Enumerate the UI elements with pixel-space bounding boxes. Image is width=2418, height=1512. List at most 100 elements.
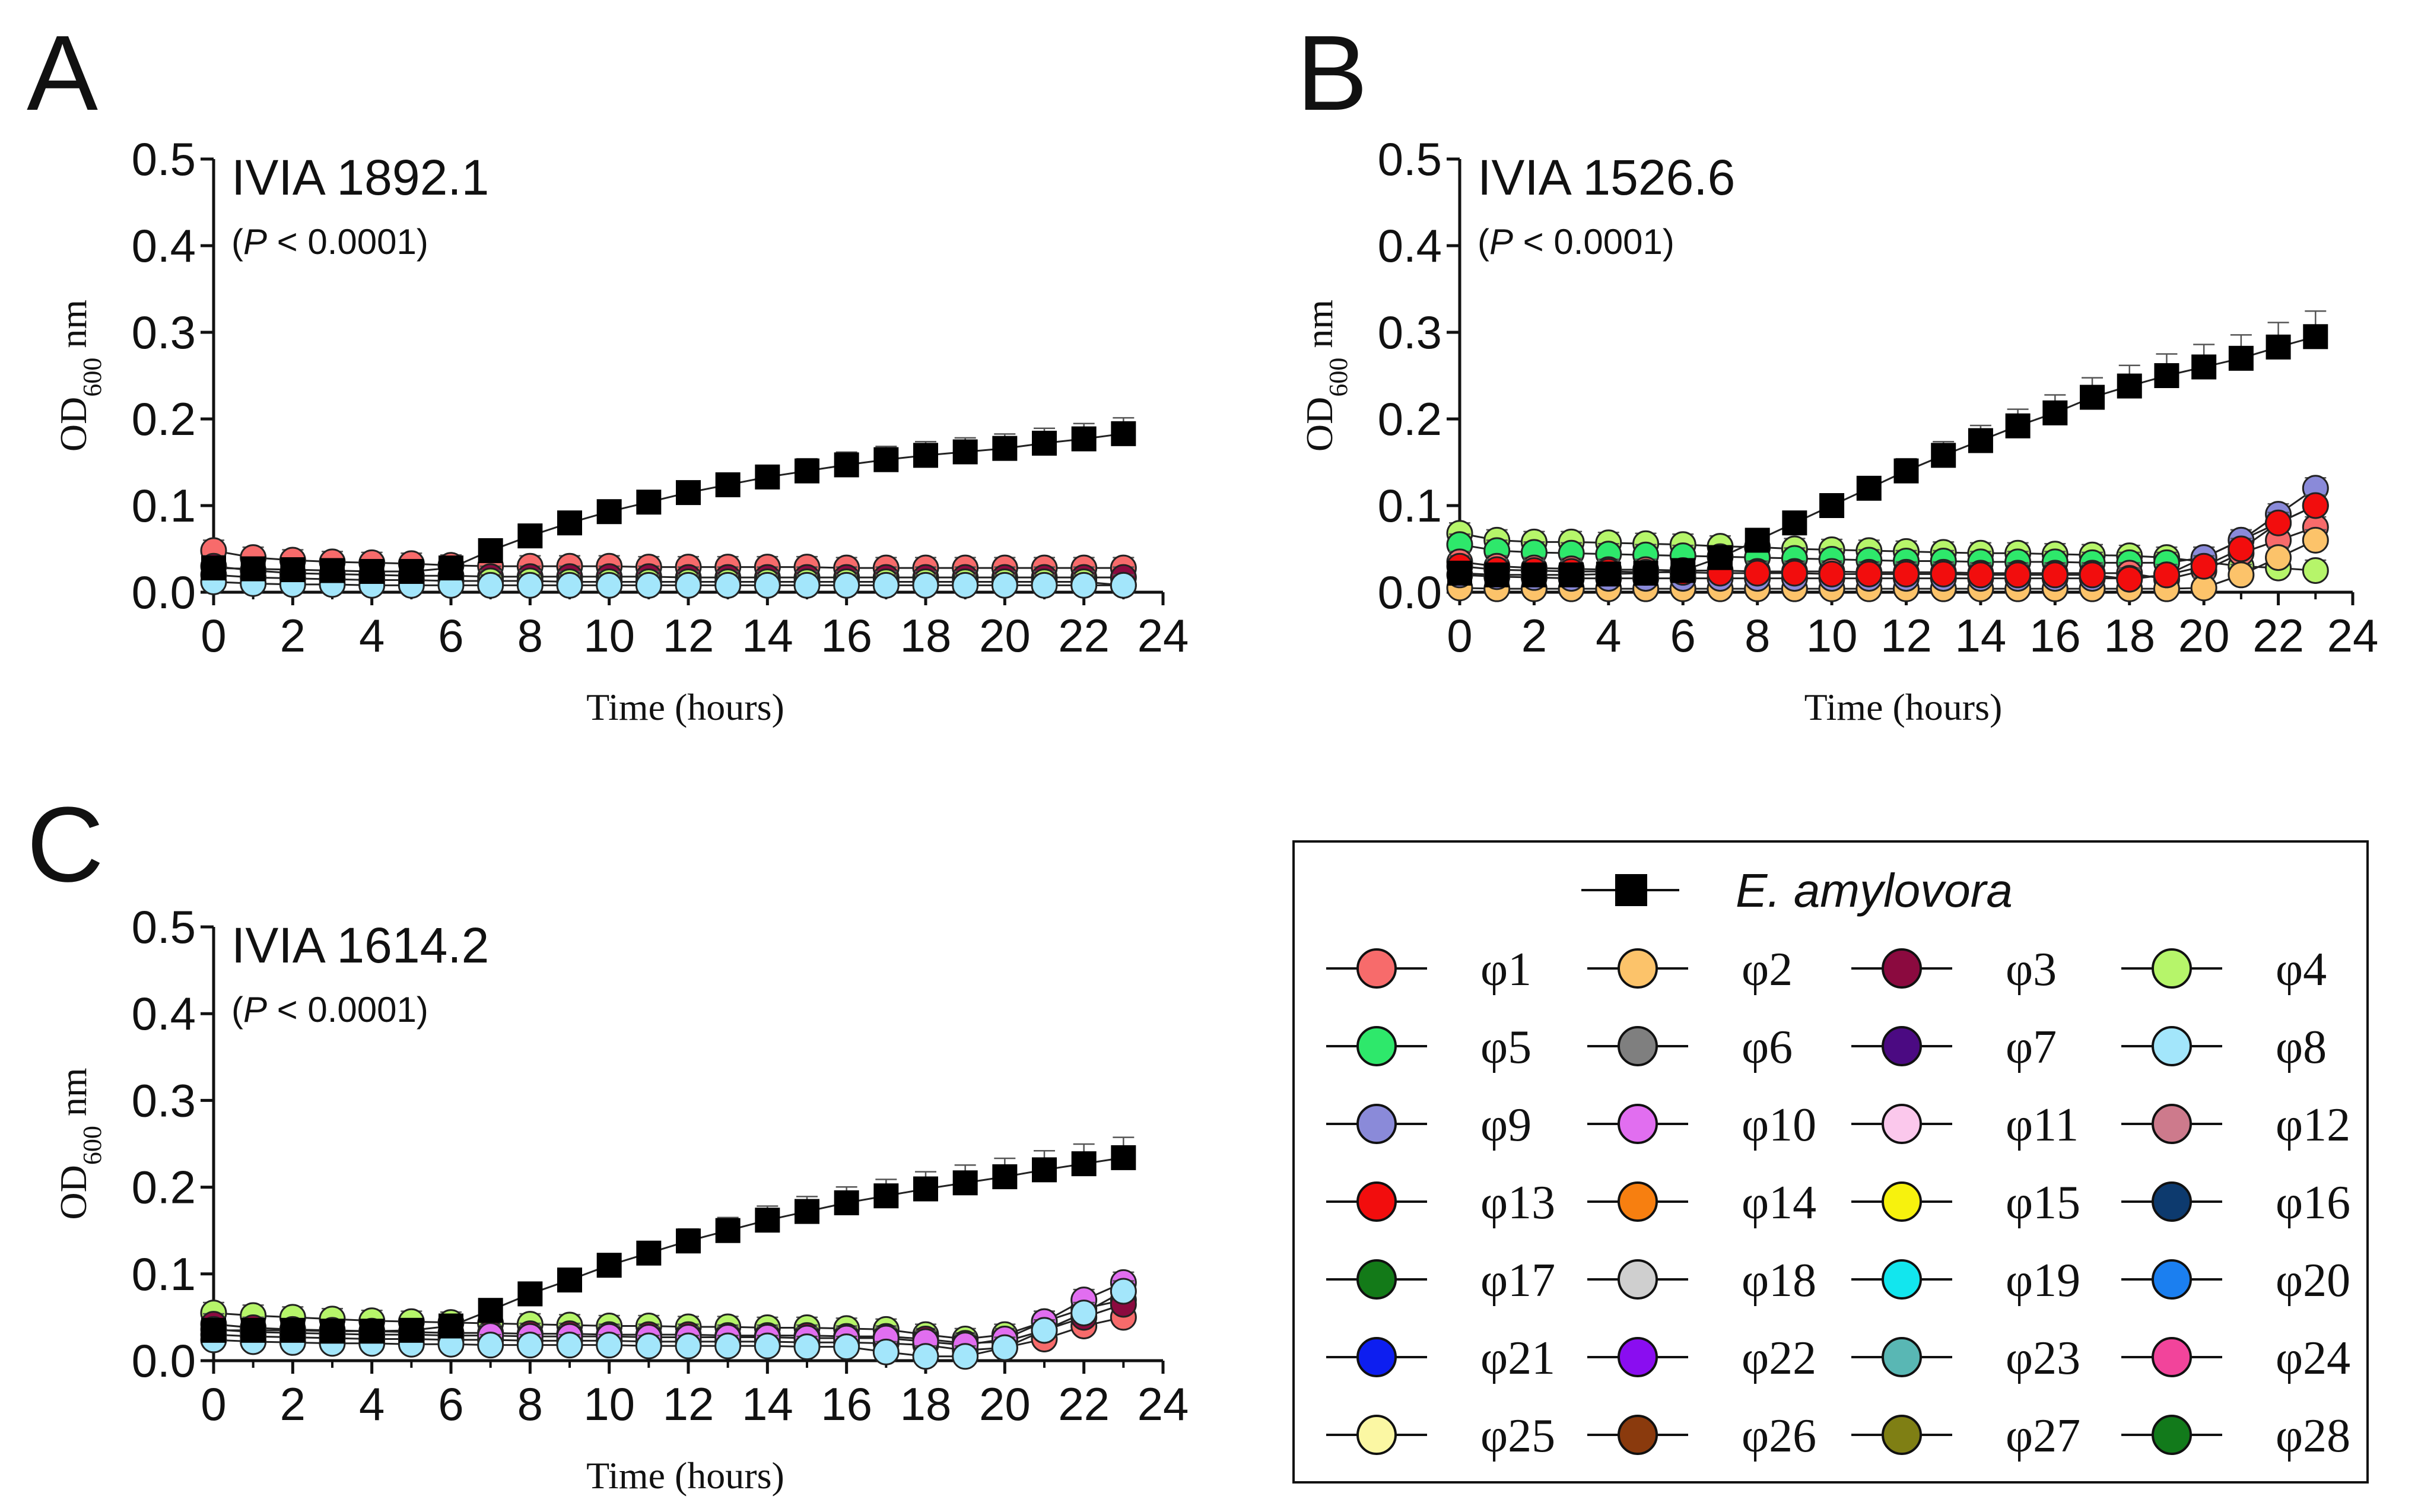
legend-item: φ4	[2121, 944, 2327, 996]
p-value-label: (P < 0.0001)	[231, 222, 428, 262]
series-phi-8	[200, 568, 1137, 599]
data-point	[992, 436, 1018, 461]
legend-item: φ25	[1326, 1410, 1555, 1462]
legend-title: E. amylovora	[1736, 864, 2013, 917]
y-tick-label: 0.4	[1378, 220, 1442, 272]
data-point	[516, 1332, 544, 1359]
data-point	[1856, 475, 1882, 501]
data-point	[478, 1298, 503, 1323]
legend-label: φ17	[1480, 1254, 1555, 1307]
legend-item: φ27	[1851, 1410, 2080, 1462]
legend-label: φ24	[2276, 1332, 2350, 1384]
data-point	[1032, 1157, 1057, 1183]
x-tick-label: 16	[821, 1378, 872, 1430]
data-point	[2042, 400, 2068, 425]
x-tick-label: 6	[1670, 609, 1696, 662]
legend-marker	[1882, 1181, 1922, 1222]
data-point	[2116, 566, 2143, 593]
legend-item: φ28	[2121, 1410, 2350, 1462]
legend-item: φ11	[1851, 1099, 2079, 1151]
data-point	[952, 571, 979, 599]
data-point	[834, 452, 859, 478]
data-point	[675, 571, 702, 599]
legend-label: φ23	[2006, 1332, 2080, 1384]
legend-label: φ8	[2276, 1021, 2327, 1073]
data-point	[1633, 560, 1658, 586]
data-point	[2303, 324, 2328, 350]
legend-marker	[1882, 1104, 1922, 1144]
y-axis-title: OD600 nm	[1298, 300, 1353, 452]
x-tick-label: 4	[359, 1378, 385, 1430]
data-point	[873, 447, 899, 472]
data-point	[1110, 1278, 1137, 1305]
legend-marker	[2152, 1337, 2192, 1377]
x-tick-label: 6	[438, 609, 463, 662]
data-point	[1967, 561, 1994, 589]
data-point	[1111, 1145, 1136, 1170]
data-point	[2228, 535, 2255, 563]
y-tick-label: 0.2	[1378, 393, 1442, 445]
legend-label: φ21	[1480, 1332, 1555, 1384]
legend-marker	[2152, 948, 2192, 989]
legend-marker	[1618, 1181, 1658, 1222]
data-point	[795, 458, 819, 484]
y-tick-label: 0.0	[132, 1335, 196, 1387]
y-tick-label: 0.4	[132, 987, 196, 1040]
data-point	[1031, 571, 1058, 599]
legend-label: φ15	[2006, 1177, 2080, 1229]
y-tick-label: 0.5	[132, 901, 196, 953]
legend: E. amylovora φ1 φ2 φ3 φ4 φ5 φ6 φ7 φ8 φ9 φ10 φ11 φ12 φ…	[1292, 840, 2369, 1484]
legend-label: φ20	[2276, 1254, 2350, 1307]
data-point	[1893, 458, 1919, 484]
data-point	[714, 1332, 742, 1359]
legend-label: φ26	[1742, 1410, 1816, 1462]
data-point	[952, 1170, 978, 1196]
legend-marker	[1356, 1259, 1397, 1300]
legend-label: φ7	[2006, 1021, 2057, 1073]
chart-title: IVIA 1526.6	[1478, 150, 1735, 205]
data-point	[2154, 363, 2179, 388]
x-tick-label: 10	[583, 1378, 635, 1430]
data-point	[1782, 510, 1807, 536]
data-point	[320, 558, 345, 583]
data-point	[992, 1164, 1018, 1190]
data-point	[1707, 545, 1733, 570]
legend-item: φ21	[1326, 1332, 1555, 1384]
data-point	[201, 555, 226, 581]
legend-label: φ25	[1480, 1410, 1555, 1462]
data-point	[477, 1332, 504, 1359]
data-point	[636, 490, 662, 515]
data-point	[2228, 561, 2255, 589]
legend-box	[1292, 840, 2369, 1484]
data-point	[714, 571, 742, 599]
legend-item: φ20	[2121, 1254, 2350, 1307]
data-point	[912, 1343, 939, 1370]
x-tick-label: 12	[663, 1378, 714, 1430]
data-point	[2004, 561, 2032, 589]
x-tick-label: 0	[1447, 609, 1472, 662]
legend-marker	[1618, 1415, 1658, 1455]
data-point	[834, 1190, 859, 1215]
data-point	[320, 1319, 345, 1344]
x-tick-label: 12	[1880, 609, 1932, 662]
legend-square-marker	[1615, 874, 1647, 906]
x-tick-label: 20	[979, 609, 1031, 662]
data-point	[439, 555, 463, 581]
y-axis-title: OD600 nm	[52, 1068, 107, 1219]
legend-item: φ14	[1587, 1177, 1816, 1229]
legend-item: φ12	[2121, 1099, 2350, 1151]
data-point	[280, 557, 306, 583]
data-point	[2228, 345, 2254, 371]
legend-item: φ7	[1851, 1021, 2057, 1073]
data-point	[2302, 526, 2329, 554]
legend-label: φ1	[1480, 944, 1531, 996]
legend-item: φ22	[1587, 1332, 1816, 1384]
legend-marker	[1882, 1259, 1922, 1300]
data-point	[2302, 492, 2329, 519]
x-tick-label: 24	[1137, 1378, 1189, 1430]
data-point	[2117, 373, 2142, 399]
data-point	[516, 571, 544, 599]
legend-marker	[2152, 1026, 2192, 1066]
legend-item: φ24	[2121, 1332, 2350, 1384]
legend-label: φ10	[1742, 1099, 1816, 1151]
